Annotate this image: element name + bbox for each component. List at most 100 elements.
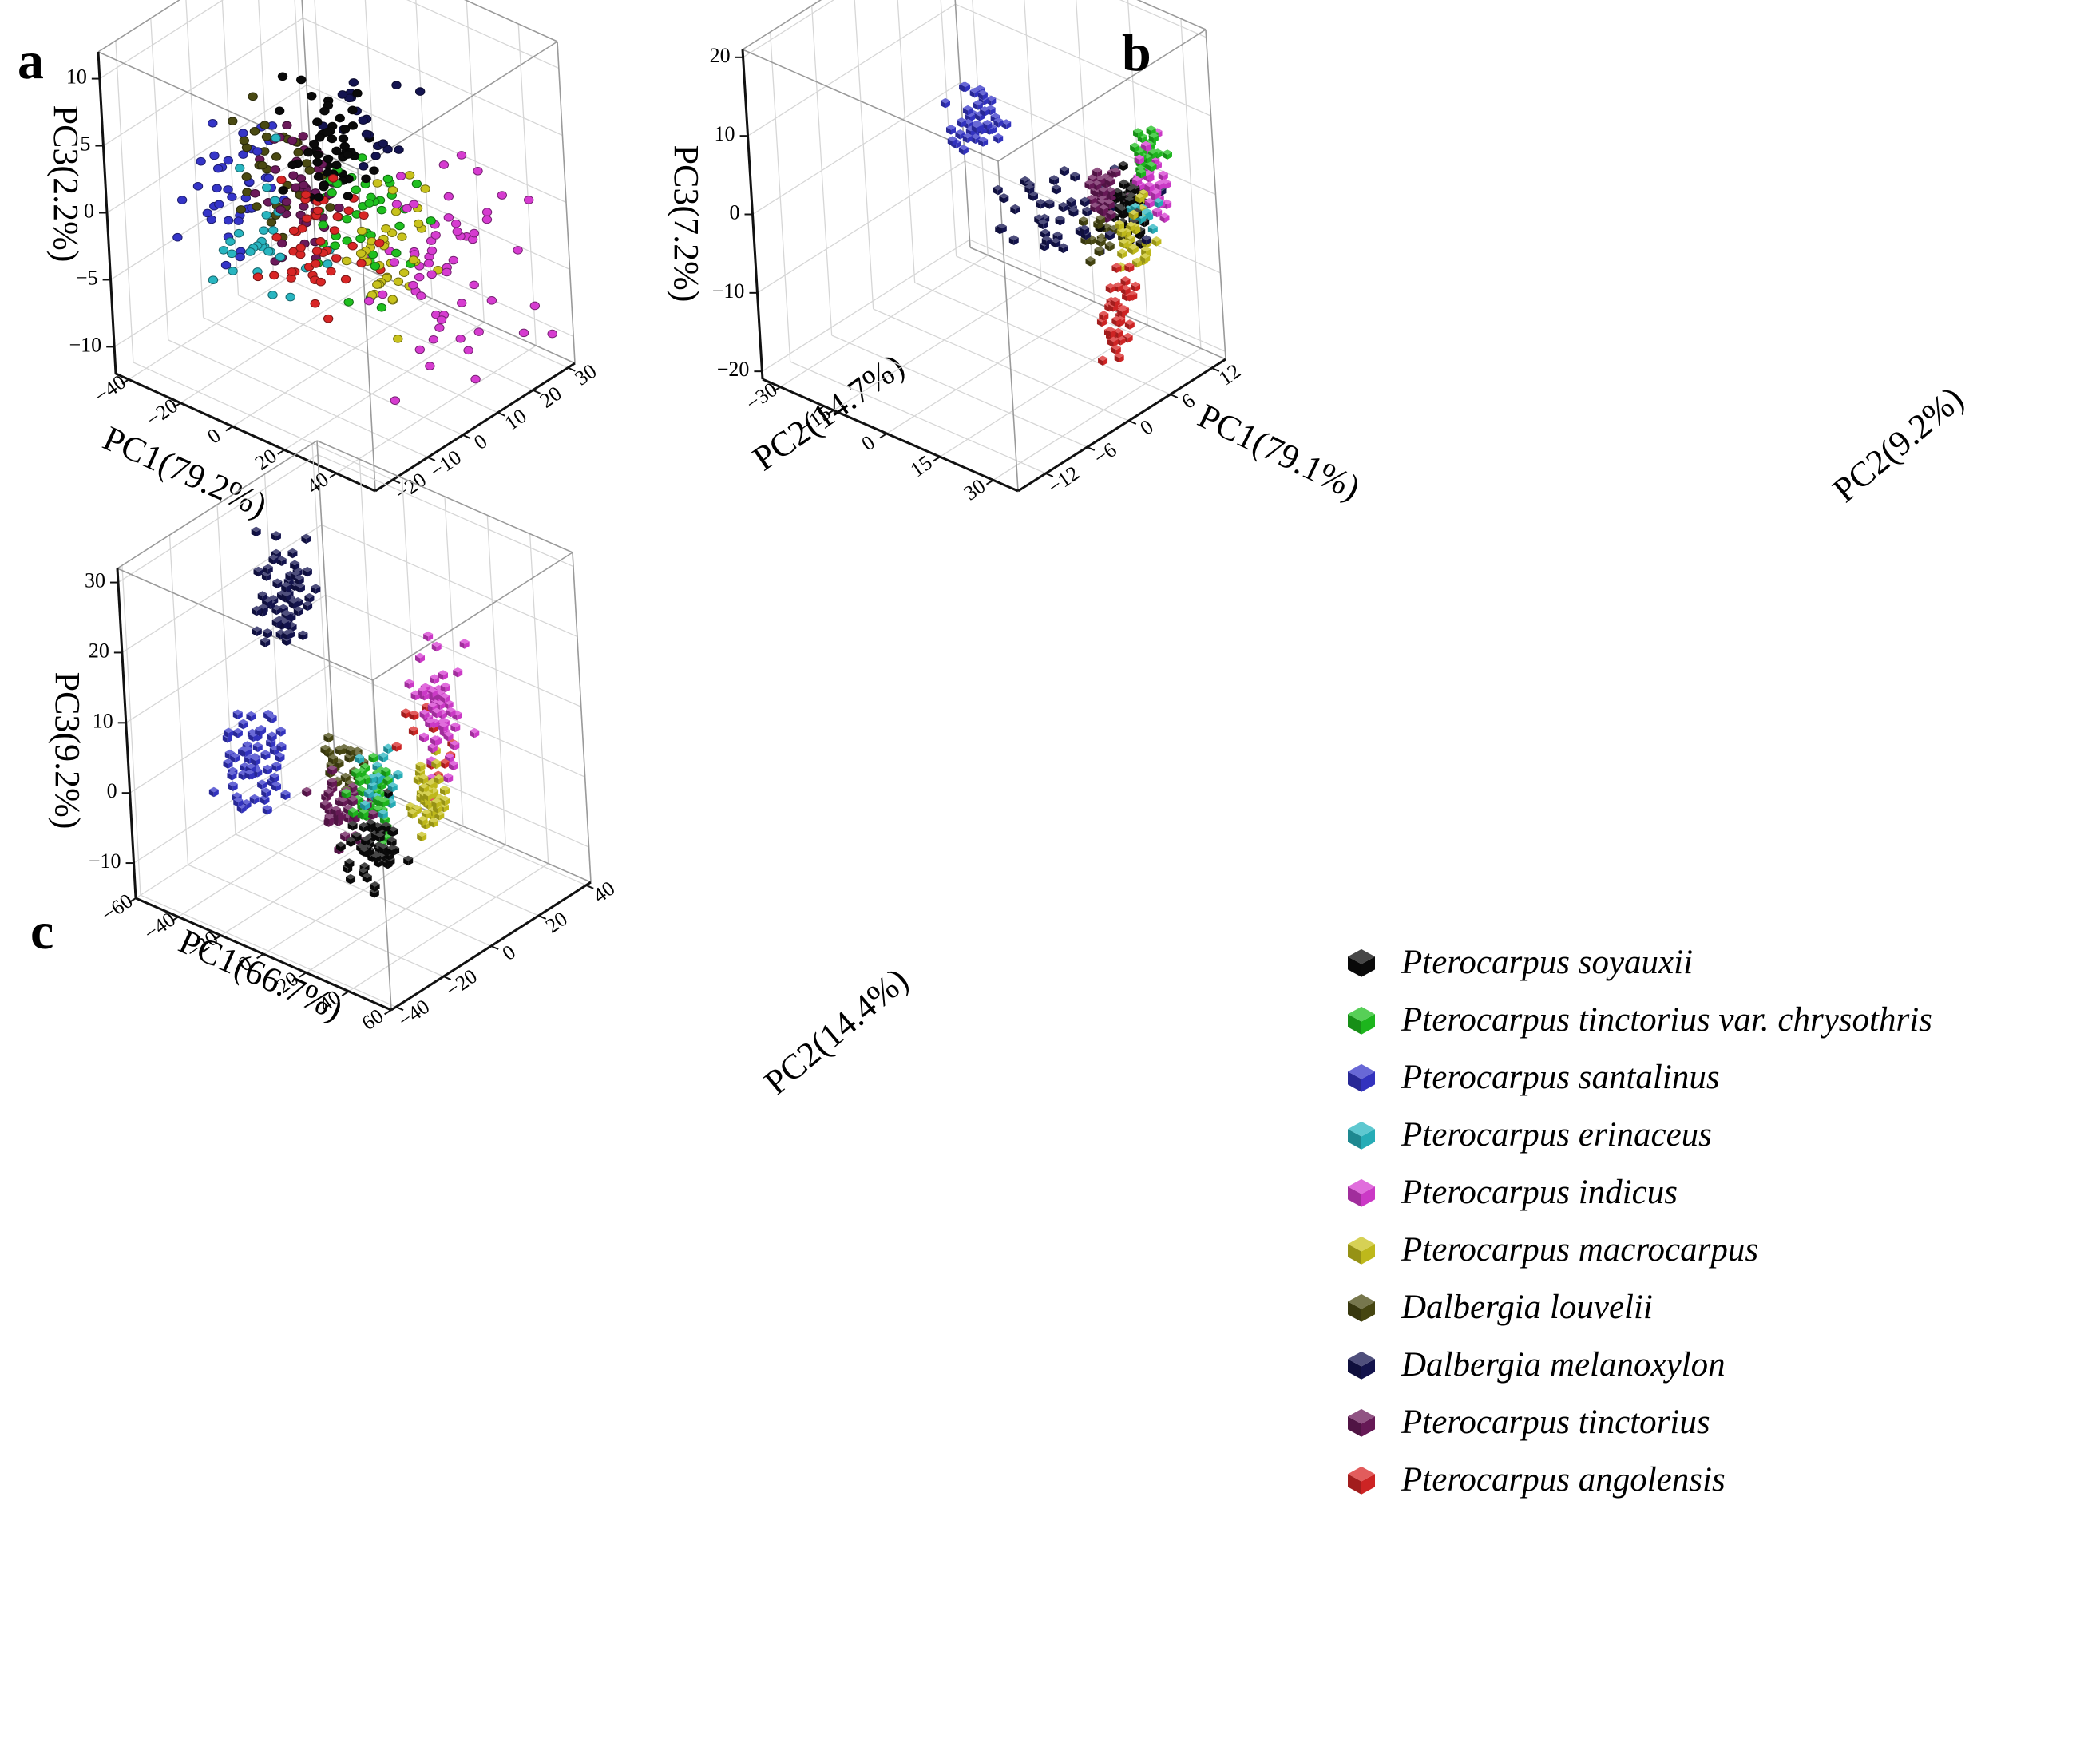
panel-c-data-point (347, 807, 358, 818)
cube-face-top (269, 772, 279, 778)
cube-face-right (1114, 214, 1119, 223)
cube-face-top (378, 843, 389, 849)
cube-face-top (1108, 224, 1119, 231)
panel-a-data-point (325, 203, 335, 212)
cube-face-left (1148, 135, 1154, 143)
panel-c-z-axis-line (116, 568, 137, 899)
cube-face-top (1155, 180, 1165, 186)
cube-face-left (1058, 204, 1064, 212)
cube-face-top (1096, 214, 1106, 220)
cube-face-top (242, 741, 252, 746)
cube-face-left (280, 792, 286, 801)
cube-face-top (990, 113, 1000, 118)
panel-a-data-point (220, 260, 232, 270)
cube-face-right (394, 848, 400, 856)
cube-face-right (391, 847, 397, 856)
cube-face-top (238, 719, 248, 725)
panel-a-data-point (257, 160, 267, 170)
cube-face-left (271, 533, 276, 541)
cube-face-right (1167, 152, 1172, 160)
cube-face-top (999, 192, 1009, 199)
panel-a-data-point (307, 91, 317, 101)
panel-a-data-point (463, 346, 473, 355)
cube-face-left (301, 536, 307, 544)
cube-face-top (1092, 167, 1103, 173)
cube-face-top (955, 129, 965, 135)
cube-face-left (1105, 286, 1111, 294)
panel-c-data-point (393, 770, 403, 780)
panel-a-data-point (391, 248, 402, 258)
cube-face-top (267, 713, 277, 719)
panel-c-data-point (408, 726, 418, 736)
cube-face-top (323, 732, 334, 738)
cube-face-right (1049, 201, 1055, 209)
cube-face-right (271, 740, 276, 748)
cube-face-right (1113, 228, 1119, 236)
panel-c-z-tick-label: 0 (107, 779, 117, 802)
panel-a-z-tick-label: −10 (69, 333, 101, 356)
cube-face-right (443, 805, 449, 813)
panel-c-y-tick-label: −40 (394, 995, 434, 1032)
panel-c-data-point (382, 788, 393, 798)
panel-c-letter: c (30, 902, 53, 960)
cube-face-left (263, 766, 268, 775)
cube-face-top (1104, 230, 1115, 236)
cube-face-right (1013, 237, 1019, 245)
cube-face-left (1084, 182, 1090, 190)
cube-face-top (1051, 184, 1061, 190)
cube-face-left (260, 639, 266, 647)
cube-face-right (1100, 224, 1105, 233)
panel-b-data-point (1085, 256, 1096, 267)
panel-a-data-point (252, 202, 262, 211)
cube-face-top (260, 750, 271, 755)
panel-a-data-point (304, 166, 315, 175)
cube-face-top (440, 758, 450, 764)
panel-b-x-tick-label-mark (826, 410, 834, 416)
cube-face-left (290, 562, 295, 571)
cube-face-top (431, 707, 442, 714)
cube-face-right (1137, 260, 1143, 268)
panel-a-back-grid-line (306, 84, 567, 204)
cube-face-left (271, 620, 277, 628)
panel-a-data-point (426, 216, 436, 225)
panel-c-back-grid-line (529, 533, 549, 864)
panel-a-x-tick-label-mark (277, 449, 285, 455)
cube-face-top (271, 548, 281, 555)
panel-a-data-point (260, 121, 270, 129)
cube-face-right (987, 122, 993, 130)
cube-face-top (230, 752, 240, 758)
cube-face-left (387, 784, 393, 793)
cube-face-left (1348, 956, 1361, 977)
cube-face-left (438, 724, 444, 733)
panel-a-data-point (470, 374, 481, 384)
cube-face-top (1348, 1236, 1375, 1252)
panel-c-data-point (251, 755, 261, 766)
panel-a-data-point (319, 106, 330, 116)
panel-b-data-point (1123, 332, 1133, 343)
panel-a-data-point (457, 299, 467, 307)
panel-b-data-point (1124, 262, 1135, 273)
panel-a-x-tick-label: −20 (142, 394, 182, 431)
panel-b-z-tick-label: 10 (715, 122, 735, 145)
cube-face-left (1075, 228, 1080, 236)
cube-face-right (1119, 222, 1125, 231)
panel-a-floor-grid-line (203, 317, 463, 436)
cube-face-left (335, 844, 341, 852)
cube-face-top (388, 826, 398, 832)
cube-face-right (1121, 229, 1127, 238)
panel-c-back-grid-line (325, 594, 582, 707)
panel-c-data-point (232, 709, 243, 720)
cube-face-right (1149, 184, 1155, 192)
panel-c-data-point (381, 766, 391, 778)
cube-face-left (338, 799, 343, 807)
cube-face-top (1094, 246, 1104, 252)
panel-c-z-tick-label: 10 (93, 709, 113, 732)
panel-a-data-point (327, 188, 337, 197)
cube-face-top (1115, 262, 1126, 268)
panel-b-data-point (1135, 192, 1145, 204)
panel-a-floor-grid-line (335, 345, 537, 474)
panel-a-data-point (227, 249, 237, 259)
panel-c-data-point (382, 775, 393, 786)
